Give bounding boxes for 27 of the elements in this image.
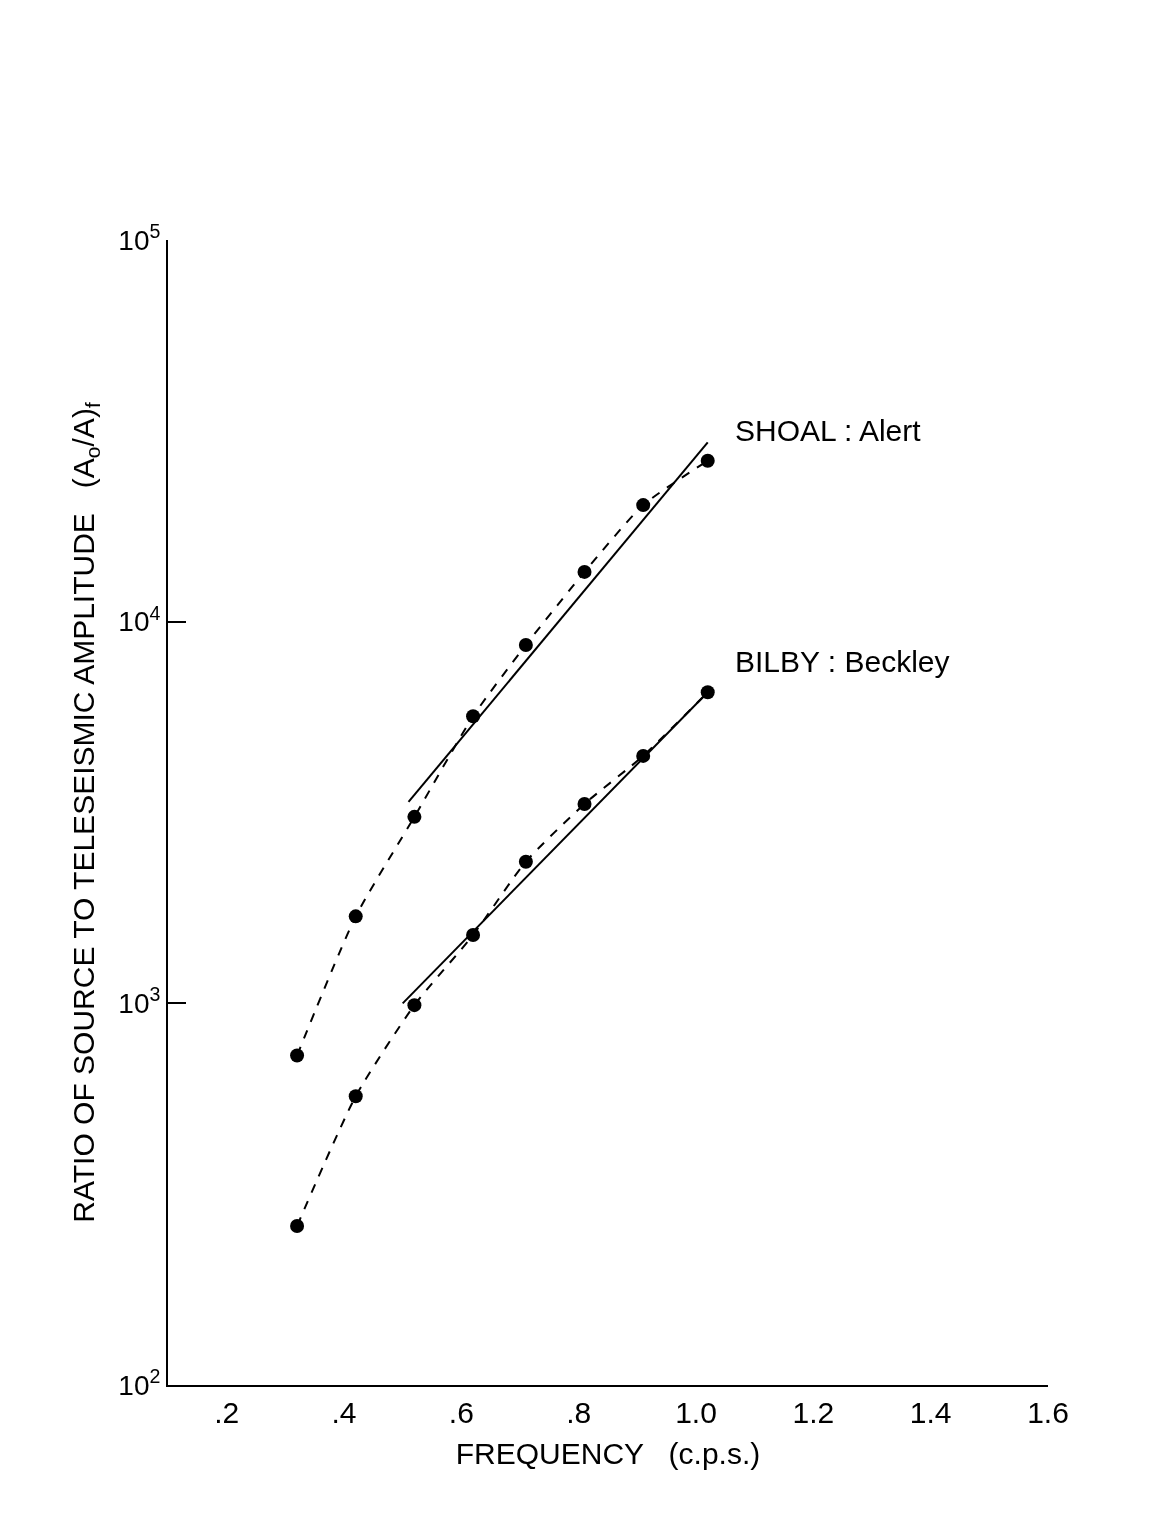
x-tick-label: 1.4 [909, 1396, 952, 1429]
point [348, 909, 363, 924]
point [636, 498, 651, 513]
point [577, 564, 592, 579]
point [407, 998, 422, 1013]
point [577, 796, 592, 811]
point [290, 1218, 305, 1233]
series-label: SHOAL : Alert [735, 414, 922, 447]
point [348, 1089, 363, 1104]
y-tick-label: 10$^{5}$ [118, 220, 161, 256]
x-tick-label: 1.2 [792, 1396, 835, 1429]
x-tick-label: .6 [448, 1396, 474, 1429]
point [700, 453, 715, 468]
x-tick-label: 1.6 [1027, 1396, 1069, 1429]
series-label: BILBY : Beckley [735, 645, 950, 678]
x-tick-label: .4 [331, 1396, 357, 1429]
point [518, 637, 533, 652]
point [407, 809, 422, 824]
y-tick-label: 10$^{3}$ [118, 983, 161, 1020]
y-tick-label: 10$^{4}$ [118, 601, 161, 638]
y-tick-label: 10$^{2}$ [118, 1365, 161, 1401]
point [290, 1048, 305, 1063]
x-tick-label: .8 [566, 1396, 592, 1429]
x-tick-label: 1.0 [675, 1396, 717, 1429]
x-axis-title: FREQUENCY (c.p.s.) [455, 1437, 761, 1470]
x-tick-label: .2 [214, 1396, 240, 1429]
point [518, 854, 533, 869]
